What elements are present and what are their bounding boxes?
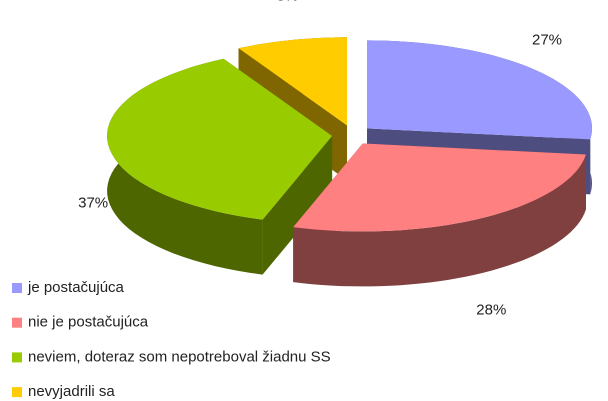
slice	[107, 58, 333, 275]
slice-wall	[293, 154, 586, 287]
slice-top	[238, 37, 348, 126]
legend-label: je postačujúca	[27, 279, 125, 296]
data-label: 8%	[276, 0, 298, 4]
data-label: 27%	[532, 31, 562, 48]
slice-top	[107, 58, 333, 220]
slice-top	[367, 40, 592, 140]
legend-label: neviem, doteraz som nepotreboval žiadnu …	[28, 348, 331, 365]
legend-label: nie je postačujúca	[28, 314, 149, 331]
data-label: 37%	[78, 194, 108, 211]
slice-top	[293, 143, 586, 232]
data-label: 28%	[476, 302, 506, 319]
legend-swatch	[12, 283, 22, 293]
legend-swatch	[12, 352, 22, 363]
legend-swatch	[12, 317, 22, 328]
slice	[293, 143, 586, 287]
legend-label: nevyjadrili sa	[28, 383, 115, 400]
legend-swatch	[12, 387, 22, 398]
